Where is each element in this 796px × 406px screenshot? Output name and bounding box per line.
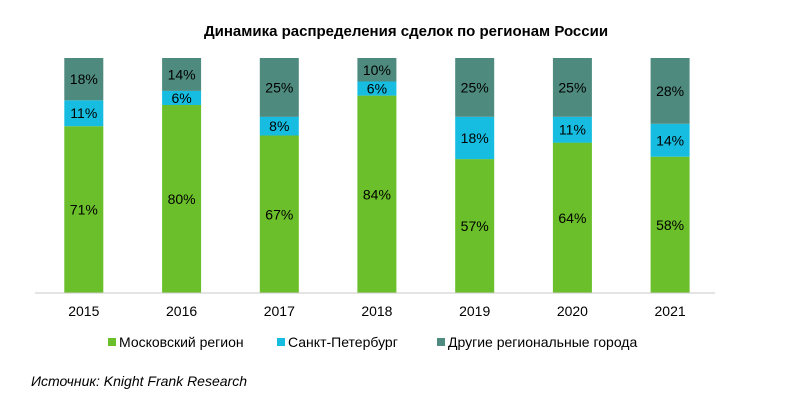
data-label-spb-2019: 18% (461, 130, 489, 146)
legend-label-spb: Санкт-Петербург (288, 334, 398, 350)
bar-other-2015 (64, 58, 104, 101)
bar-moscow-2015 (64, 126, 104, 293)
data-label-spb-2016: 6% (171, 90, 191, 106)
data-label-other-2017: 25% (265, 79, 293, 95)
bar-moscow-2016 (162, 105, 202, 293)
data-label-other-2019: 25% (461, 79, 489, 95)
legend-label-other: Другие региональные города (448, 334, 637, 350)
x-tick-2018: 2018 (361, 303, 392, 319)
data-label-spb-2021: 14% (656, 132, 684, 148)
source-note: Источник: Knight Frank Research (31, 373, 247, 389)
x-tick-labels: 2015 2016 2017 2018 2019 2020 2021 (68, 303, 686, 319)
data-label-other-2020: 25% (558, 79, 586, 95)
data-label-moscow-2015: 71% (70, 202, 98, 218)
bar-spb-2019 (455, 116, 495, 160)
data-label-other-2015: 18% (70, 71, 98, 87)
bar-other-2017 (259, 58, 299, 117)
bar-moscow-2019 (455, 159, 495, 293)
bar-moscow-2018 (357, 95, 397, 293)
bar-other-2018 (357, 58, 397, 82)
bar-moscow-2021 (650, 156, 690, 293)
x-tick-2017: 2017 (264, 303, 295, 319)
data-label-moscow-2018: 84% (363, 186, 391, 202)
x-tick-2016: 2016 (166, 303, 197, 319)
bars-group: 71% 11% 18% 80% 6% 14% 67% 8% 25% 84% 6% 10% 57% 18% 2… (64, 58, 690, 293)
bar-moscow-2020 (552, 142, 592, 293)
bar-other-2021 (650, 58, 690, 124)
x-tick-2021: 2021 (655, 303, 686, 319)
data-label-moscow-2016: 80% (168, 191, 196, 207)
legend-swatch-other (437, 338, 445, 346)
bar-spb-2016 (162, 90, 202, 105)
data-label-moscow-2021: 58% (656, 217, 684, 233)
data-label-other-2021: 28% (656, 83, 684, 99)
data-label-spb-2015: 11% (70, 105, 97, 121)
x-tick-2019: 2019 (459, 303, 490, 319)
bar-spb-2018 (357, 81, 397, 96)
x-tick-2015: 2015 (68, 303, 99, 319)
bar-moscow-2017 (259, 135, 299, 293)
data-label-moscow-2017: 67% (265, 206, 293, 222)
bar-spb-2020 (552, 116, 592, 143)
legend-label-moscow: Московский регион (119, 334, 244, 350)
bar-other-2020 (552, 58, 592, 117)
bar-spb-2015 (64, 100, 104, 127)
data-label-spb-2017: 8% (269, 118, 289, 134)
chart-title: Динамика распределения сделок по региона… (204, 23, 608, 40)
data-label-other-2018: 10% (363, 62, 391, 78)
data-label-moscow-2020: 64% (558, 210, 586, 226)
data-label-spb-2020: 11% (559, 122, 586, 138)
legend-swatch-spb (277, 338, 285, 346)
bar-other-2016 (162, 58, 202, 91)
data-label-moscow-2019: 57% (461, 218, 489, 234)
bar-spb-2017 (259, 116, 299, 136)
legend-swatch-moscow (108, 338, 116, 346)
bar-other-2019 (455, 58, 495, 117)
legend: Московский регион Санкт-Петербург Другие р… (108, 334, 637, 350)
data-label-spb-2018: 6% (367, 81, 387, 97)
x-tick-2020: 2020 (557, 303, 588, 319)
data-label-other-2016: 14% (168, 67, 196, 83)
bar-spb-2021 (650, 123, 690, 157)
